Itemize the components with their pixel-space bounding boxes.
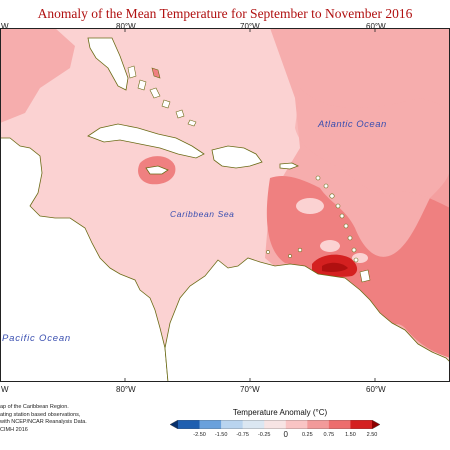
lon-label-bottom-60w: 60°W (366, 385, 386, 394)
credits-line: ap of the Caribbean Region. (0, 404, 69, 410)
legend-tick-label: 0.25 (301, 432, 313, 438)
legend-swatch (328, 420, 351, 429)
land-central-america (0, 137, 169, 382)
legend-colorbar (170, 420, 380, 429)
land-florida (87, 37, 129, 91)
lon-label-top-edge: W (1, 22, 9, 31)
legend-swatch (264, 420, 287, 429)
legend-tick-label: -0.75 (236, 432, 249, 438)
lon-label-bottom-70w: 70°W (240, 385, 260, 394)
land-puerto-rico (279, 162, 299, 170)
legend-tick-label: -2.50 (193, 432, 206, 438)
land-south-america (164, 257, 450, 382)
land-bahamas (127, 65, 197, 127)
lon-label-top-70w: 70°W (240, 22, 260, 31)
lon-label-bottom-edge: W (1, 385, 9, 394)
legend-tick-label: 0.75 (323, 432, 335, 438)
label-atlantic-ocean: Atlantic Ocean (318, 119, 387, 130)
credits-line: CIMH 2016 (0, 426, 28, 433)
legend-swatch (307, 420, 330, 429)
legend-tick-label: 2.50 (366, 432, 378, 438)
legend-swatch (285, 420, 308, 429)
lon-label-bottom-80w: 80°W (116, 385, 136, 394)
credits-line: ating station based observations, (0, 411, 81, 418)
legend-labels: -2.50 -1.50 -0.75 -0.25 0 0.25 0.75 1.50 2.50 (170, 430, 380, 442)
legend-swatch (221, 420, 243, 429)
map-tick-marks (124, 28, 376, 382)
legend-swatch (350, 420, 373, 429)
legend-title: Temperature Anomaly (°C) (232, 408, 328, 417)
land-trinidad (359, 269, 371, 283)
anomaly-patch-very-strong-core (322, 262, 348, 272)
legend-tick-label: 1.50 (345, 432, 356, 438)
legend-tick-label: -1.50 (214, 432, 228, 438)
legend-tick-label: -0.25 (257, 432, 271, 438)
label-caribbean-sea: Caribbean Sea (170, 209, 235, 219)
legend-swatch (199, 420, 222, 429)
legend-swatch (242, 420, 265, 429)
anomaly-patch-strong-atlantic-tongue (295, 88, 450, 208)
legend-swatch (178, 420, 200, 429)
legend-swatch (372, 420, 380, 429)
label-pacific-ocean: Pacific Ocean (2, 333, 72, 344)
land-jamaica (145, 165, 169, 175)
credits-line: with NCEP/NCAR Reanalysis Data. (0, 419, 87, 425)
map-credits: ap of the Caribbean Region. ating statio… (0, 404, 130, 434)
legend-tick-label: 0 (283, 430, 288, 439)
anomaly-patch-light-2 (320, 240, 340, 252)
land-lesser-antilles (266, 175, 359, 263)
legend-swatch (170, 420, 178, 429)
anomaly-patch-strong-east (266, 168, 450, 358)
land-hispaniola (211, 145, 263, 169)
map-title: Anomaly of the Mean Temperature for Sept… (37, 6, 413, 21)
anomaly-patch-light-1 (296, 198, 324, 214)
lon-label-top-80w: 80°W (116, 22, 136, 31)
anomaly-patch-medium-west (0, 28, 75, 123)
land-cuba (87, 123, 205, 159)
lon-label-top-60w: 60°W (366, 22, 386, 31)
temperature-anomaly-map[interactable] (0, 28, 450, 382)
